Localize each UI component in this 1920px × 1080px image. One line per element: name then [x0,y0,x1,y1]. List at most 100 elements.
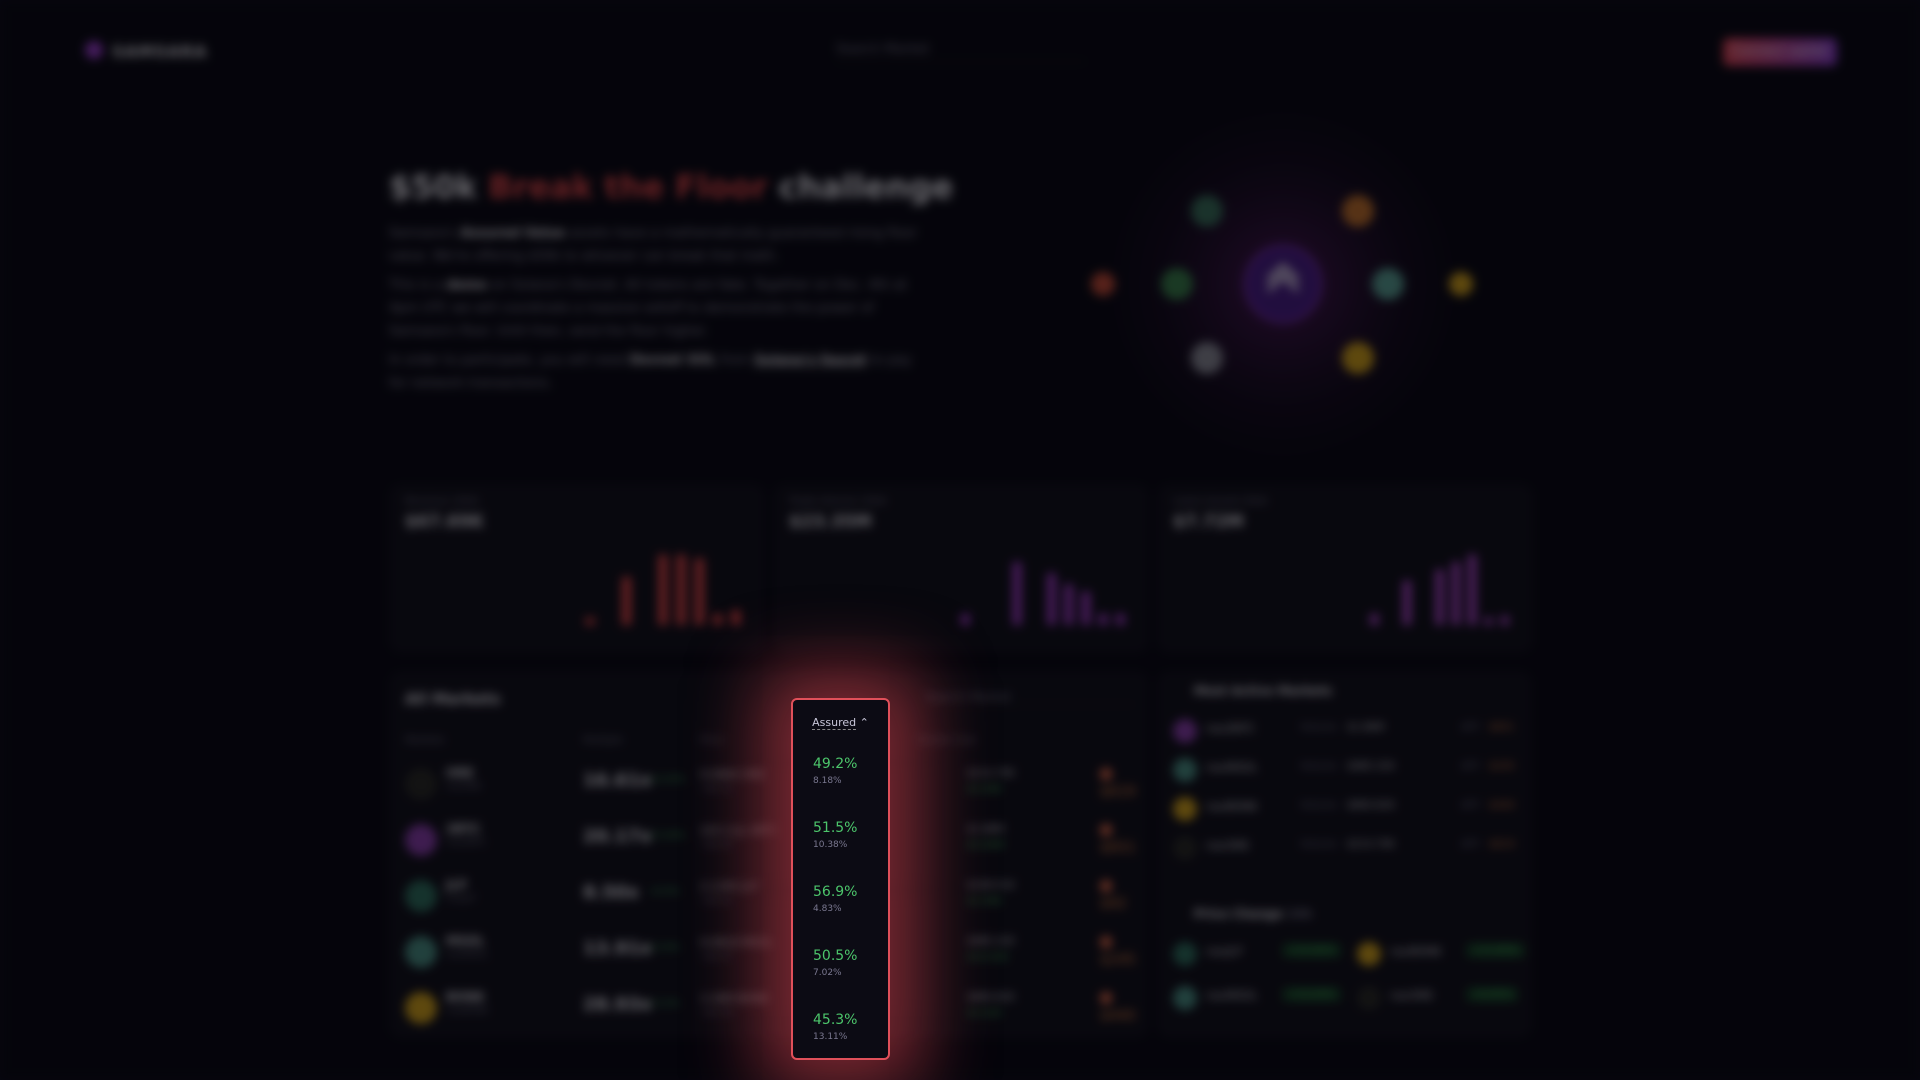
token-icon [1100,880,1112,892]
price-sub: +$0.12 [700,784,734,794]
bar [1484,617,1493,625]
token-icon [1173,797,1197,821]
pc-change: +12.89% [1466,943,1525,958]
apy: $651 [1100,840,1136,856]
apy-label: APY [1461,761,1480,772]
bar [1451,562,1460,625]
apy-label: APY [1461,839,1480,850]
bar [1500,616,1509,625]
bar [961,613,970,625]
bar [1435,569,1444,625]
apy-value: $440 [1489,800,1515,811]
hero-paragraph: This is a demo on Solana's Devnet. All t… [389,274,929,343]
market-name: BONK [446,990,485,1004]
brand: SAMSARA [112,42,208,61]
multiple-change: +2.6% [649,943,680,953]
text-span: on Solana's Devnet. All tokens are fake.… [389,278,907,339]
assured-header[interactable]: Assured ⌃ [812,716,869,730]
assured-column: Assured ⌃ 49.2% 8.18% 51.5% 10.38% 56.9% 4.83… [791,698,890,1060]
volume-value: $1.88M [1347,722,1385,733]
volume-label: Volume [1300,839,1338,850]
apy: $92 [1100,896,1127,912]
market-size: $985.32K [967,936,1015,947]
assured-sub: 7.02% [813,968,842,978]
multiple-change: +3.2% [649,999,680,1009]
market-sub: navZBTC [446,838,487,848]
col-markets: Markets [405,735,445,746]
price-change-label: Price Change [1194,907,1283,921]
token-icon [405,880,437,912]
apy: $619 [1100,784,1136,800]
side-panel [1157,671,1532,1038]
multiple: 20.17x [583,826,652,847]
logo [85,41,103,59]
token-icon [1100,824,1112,836]
market-sub: navORE [446,782,482,792]
mini-chart [1370,554,1509,625]
assured-value: 56.9% [813,884,858,900]
assured-label: Assured [812,716,857,730]
token-icon [405,936,437,968]
token-icon [1173,942,1197,966]
col-price: Price [700,735,725,746]
market-size: $1.88M [967,824,1005,835]
pc-name: navBONK [1390,945,1442,958]
multiple: 13.91x [583,938,652,959]
orbit-graphic [1083,90,1483,480]
assured-sub: 10.38% [813,840,848,850]
market-size-secondary: $3.02K [967,1008,1003,1019]
bar [676,554,686,625]
bar [1402,580,1412,625]
token-icon [1173,986,1197,1010]
pc-name: navMSOL [1206,989,1258,1002]
token-icon [405,992,437,1024]
stat-label: Trade Volume (30d) [789,496,887,507]
search-placeholder: Search Market [836,42,930,57]
apy-value: $619 [1489,839,1515,850]
token-icon [1173,719,1197,743]
market-size: $108.51K [967,880,1015,891]
stat-label: Loans Issued (30d) [1173,496,1268,507]
market-size-secondary: $2.99K [967,896,1003,907]
assured-value: 45.3% [813,1012,858,1028]
price: 224.11p 2BTC [700,824,778,837]
bar [1098,613,1108,625]
token-icon [1173,836,1197,860]
markets-search[interactable]: Search Market [925,690,1135,705]
bar [1047,573,1056,625]
bar [658,554,668,625]
connect-button[interactable]: Connect wallet [1723,38,1837,66]
text-span: In order to participate, you will need [389,353,631,368]
bar [1064,584,1074,625]
assured-value: 51.5% [813,820,858,836]
active-name: navMSOL [1206,761,1258,774]
token-icon [405,768,437,800]
apy-value: $245 [1489,761,1515,772]
apy: $440 [1100,1008,1136,1024]
price-change-period: 24h [1287,907,1313,921]
text-span: Devnet SOL [630,353,716,368]
assured-sub: 8.18% [813,776,842,786]
title-suffix: challenge [778,168,954,206]
stat-value: $7.72M [1173,512,1244,532]
markets-title: All Markets [405,690,501,708]
price-sub: +$0.01 [700,896,734,906]
search[interactable]: Search Market [836,42,1086,62]
pc-change: +10.63% [1282,987,1341,1002]
price-sub: +$0.09 [700,1008,734,1018]
hero-paragraph: Samsara's Assured Value assets have a ma… [389,222,929,268]
pc-name: navORE [1390,989,1434,1002]
assured-value: 49.2% [813,756,858,772]
pc-name: navJLP [1206,945,1243,958]
mini-chart [961,562,1125,625]
volume-label: Volume [1300,800,1338,811]
hero-title: $50k Break the Floor challenge [389,168,953,206]
price: 0.0818 MSOL [700,936,774,949]
pc-change: +8.65% [1466,987,1519,1002]
link[interactable]: Solana's faucet [754,353,867,368]
price-sub: +$0.07 [700,952,734,962]
text-span: assets have a mathematically guaranteed … [389,226,918,264]
price: 0.0684 ORE [700,768,766,781]
